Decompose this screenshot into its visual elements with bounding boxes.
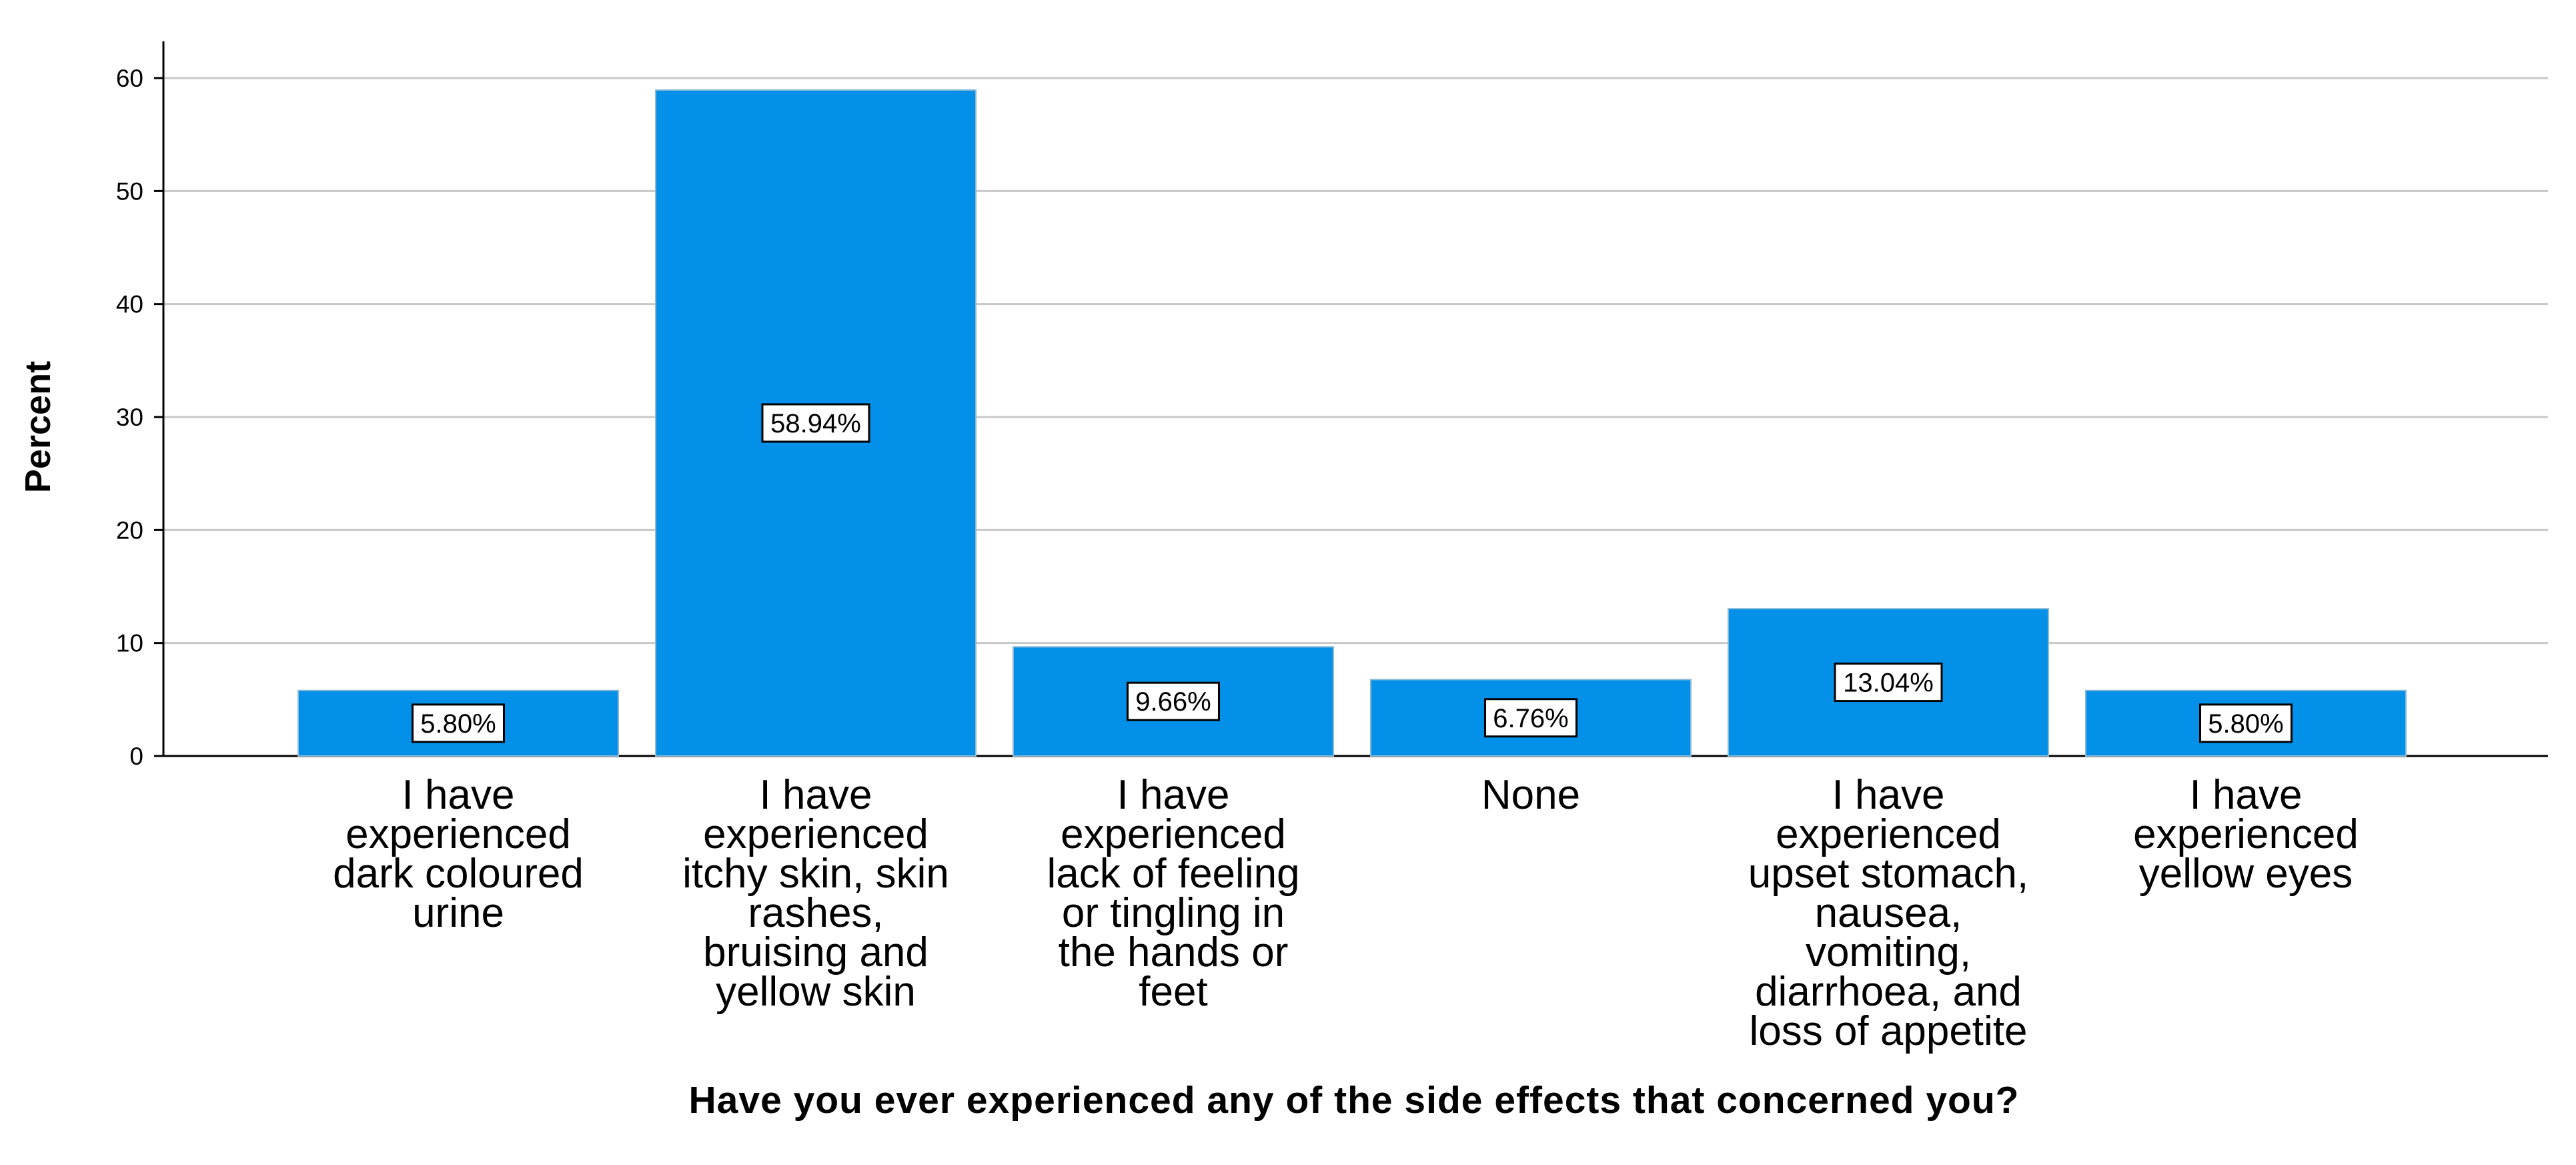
data-label: 13.04% xyxy=(1843,669,1934,698)
y-axis-title: Percent xyxy=(18,361,58,493)
bar xyxy=(2085,689,2407,757)
x-tick-label-line: bruising and xyxy=(703,929,928,976)
x-tick-label-line: experienced xyxy=(1776,811,2001,857)
y-tick-label: 30 xyxy=(116,404,143,431)
x-tick-label-line: itchy skin, skin xyxy=(682,851,949,897)
data-label-box xyxy=(1834,663,1943,703)
x-tick-label-line: experienced xyxy=(703,811,928,857)
data-label: 5.80% xyxy=(2208,709,2283,739)
y-tick-label: 60 xyxy=(116,65,143,92)
data-label: 58.94% xyxy=(770,409,861,438)
x-tick-label-line: or tingling in xyxy=(1062,890,1285,936)
x-tick-label-line: I have xyxy=(402,772,515,818)
x-tick-label-line: yellow skin xyxy=(716,969,916,1015)
data-label-box xyxy=(412,703,505,743)
x-tick-label: None xyxy=(1481,772,1580,818)
data-labels: 5.80% 58.94% 9.66% 6.76% 13.04% 5.80% xyxy=(412,403,2293,743)
x-tick-label: I have experienced dark coloured urine xyxy=(333,772,584,936)
data-label-box xyxy=(2199,703,2293,743)
x-axis-title: Have you ever experienced any of the sid… xyxy=(689,1079,2020,1122)
x-tick-label-line: I have xyxy=(2190,772,2303,818)
x-tick-label-line: lack of feeling xyxy=(1047,851,1299,897)
x-tick-label-line: feet xyxy=(1139,969,1207,1015)
x-tick-label-line: rashes, xyxy=(748,890,883,936)
gridlines xyxy=(163,77,2548,645)
data-label: 9.66% xyxy=(1135,687,1211,717)
data-label-box xyxy=(1484,698,1577,738)
data-label-box xyxy=(761,403,870,443)
data-label: 5.80% xyxy=(420,709,496,739)
y-tick-label: 0 xyxy=(129,743,143,770)
x-tick-label-line: diarrhoea, and xyxy=(1755,969,2022,1015)
x-tick-label-line: experienced xyxy=(1061,811,1286,857)
x-tick-label: I have experienced lack of feeling or tingl… xyxy=(1047,772,1299,1015)
x-tick-label-line: I have xyxy=(1832,772,1945,818)
x-tick-label-line: experienced xyxy=(346,811,571,857)
x-tick-label-line: vomiting, xyxy=(1806,929,1971,976)
x-tick-label-line: experienced xyxy=(2133,811,2359,857)
y-tick-label: 40 xyxy=(116,291,143,318)
x-tick-label-line: upset stomach, xyxy=(1748,851,2028,897)
data-label: 6.76% xyxy=(1493,704,1568,733)
x-tick-label-line: nausea, xyxy=(1815,890,1962,936)
bars xyxy=(297,89,2407,757)
x-tick-label-line: yellow eyes xyxy=(2139,851,2353,897)
x-tick-label-line: loss of appetite xyxy=(1749,1008,2027,1054)
y-tick-label: 10 xyxy=(116,630,143,657)
x-tick-label: I have experienced yellow eyes xyxy=(2133,772,2359,897)
x-tick-label: I have experienced upset stomach, nausea, vo… xyxy=(1748,772,2028,1054)
x-tick-label: I have experienced itchy skin, skin rashes,… xyxy=(682,772,949,1015)
x-tick-label-line: urine xyxy=(412,890,504,936)
data-label-box xyxy=(1127,681,1220,721)
y-tick-label: 20 xyxy=(116,516,143,544)
x-tick-label-line: None xyxy=(1481,772,1580,818)
x-tick-label-line: I have xyxy=(760,772,872,818)
x-tick-label-line: dark coloured xyxy=(333,851,584,897)
x-tick-label-line: I have xyxy=(1117,772,1230,818)
y-tick-label: 50 xyxy=(116,177,143,205)
x-tick-label-line: the hands or xyxy=(1059,929,1289,976)
